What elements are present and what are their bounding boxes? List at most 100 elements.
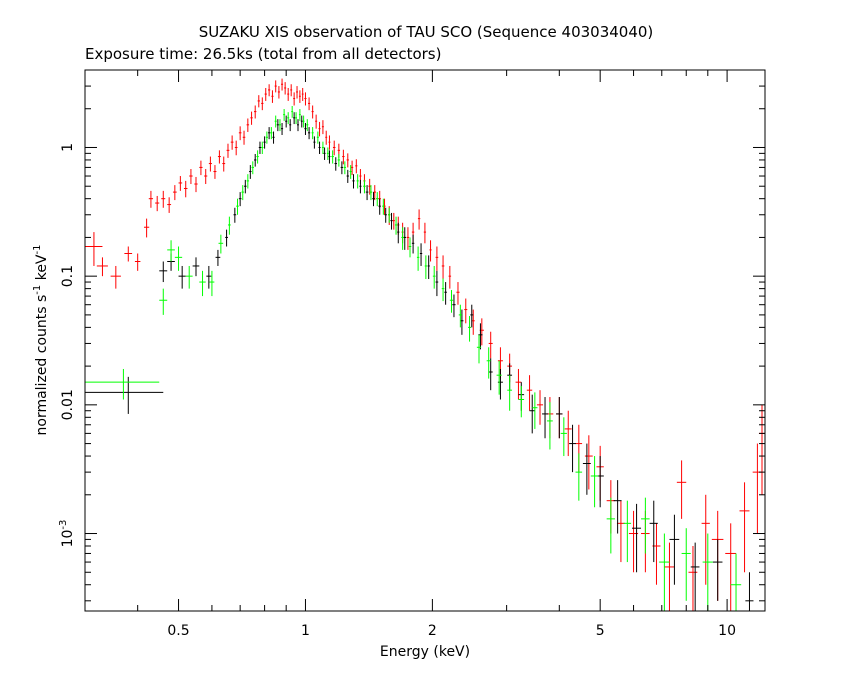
- data-point: [261, 97, 264, 111]
- data-point: [659, 533, 670, 611]
- data-point: [284, 82, 287, 95]
- plot-frame: [84, 69, 766, 612]
- data-point: [167, 197, 172, 213]
- data-point: [702, 533, 713, 611]
- data-point: [241, 185, 245, 201]
- data-point: [159, 288, 168, 315]
- x-tick-label: 10: [718, 623, 736, 639]
- data-point: [435, 246, 439, 271]
- data-point: [349, 165, 352, 179]
- data-point: [308, 97, 311, 111]
- data-point: [488, 358, 493, 391]
- data-point: [278, 119, 282, 132]
- data-point: [423, 222, 427, 244]
- data-point: [365, 185, 369, 201]
- data-point: [264, 87, 267, 101]
- data-point: [725, 523, 737, 611]
- data-point: [274, 115, 277, 128]
- data-point: [226, 143, 230, 158]
- data-point: [281, 122, 284, 136]
- data-point: [542, 397, 548, 439]
- data-point: [458, 304, 462, 328]
- data-point: [258, 141, 262, 154]
- data-point: [382, 198, 385, 215]
- data-point: [613, 480, 622, 534]
- data-point: [331, 150, 334, 164]
- data-point: [272, 131, 275, 144]
- x-tick-label: 5: [596, 623, 605, 639]
- data-point: [356, 174, 359, 189]
- data-point: [664, 542, 675, 611]
- data-point: [441, 255, 445, 280]
- data-point: [155, 195, 160, 212]
- data-point: [321, 120, 324, 135]
- data-point: [752, 443, 762, 534]
- data-point: [676, 460, 687, 519]
- data-point: [194, 176, 198, 193]
- data-point: [582, 443, 591, 495]
- data-series-layer: [85, 78, 765, 611]
- data-point: [616, 500, 625, 563]
- data-point: [526, 375, 533, 411]
- data-point: [254, 105, 257, 119]
- chart-subtitle: Exposure time: 26.5ks (total from all de…: [85, 45, 441, 63]
- data-point: [390, 212, 393, 230]
- data-point: [283, 109, 286, 121]
- y-axis-label-exp2: -1: [32, 245, 43, 255]
- data-point: [536, 390, 544, 425]
- data-point: [359, 179, 362, 194]
- y-tick-exponent: -3: [58, 520, 69, 530]
- data-point: [623, 500, 632, 563]
- data-point: [641, 497, 650, 554]
- data-point: [124, 246, 133, 262]
- data-point: [560, 417, 567, 457]
- data-point: [758, 404, 765, 495]
- data-point: [289, 119, 292, 132]
- data-point: [287, 87, 290, 101]
- chart-title: SUZAKU XIS observation of TAU SCO (Seque…: [199, 23, 654, 41]
- data-point: [298, 109, 301, 121]
- y-tick-label: 0.1: [60, 265, 76, 287]
- data-point: [215, 249, 221, 266]
- data-point: [217, 150, 221, 164]
- data-point: [564, 410, 572, 457]
- data-point: [277, 86, 280, 99]
- data-point: [110, 265, 121, 289]
- data-point: [222, 156, 226, 172]
- data-point: [669, 514, 680, 585]
- data-point: [313, 136, 316, 149]
- y-tick-value: 1: [60, 143, 76, 152]
- data-point: [334, 157, 338, 171]
- data-point: [321, 141, 324, 154]
- data-point: [343, 161, 347, 175]
- data-point: [429, 240, 432, 262]
- data-point: [712, 539, 723, 601]
- data-point: [417, 209, 421, 230]
- data-point: [337, 153, 341, 167]
- data-point: [295, 112, 298, 125]
- data-point: [189, 169, 193, 185]
- data-point: [529, 394, 535, 434]
- data-point: [342, 149, 345, 165]
- data-point: [416, 246, 420, 271]
- data-point: [206, 265, 212, 289]
- data-point: [265, 131, 269, 144]
- data-point: [444, 282, 447, 305]
- data-point: [85, 376, 164, 414]
- data-point: [739, 482, 750, 573]
- data-point: [730, 553, 742, 611]
- data-point: [547, 402, 553, 450]
- data-point: [281, 78, 284, 91]
- data-point: [606, 497, 615, 554]
- y-tick-value: 10: [60, 530, 76, 548]
- data-point: [302, 115, 305, 128]
- data-point: [596, 456, 604, 508]
- data-point: [464, 298, 468, 324]
- y-axis-label: normalized counts s-1 keV-1: [32, 245, 50, 436]
- data-point: [745, 572, 754, 611]
- data-point: [268, 84, 271, 97]
- data-point: [376, 192, 379, 207]
- y-axis-label-main: normalized counts s: [34, 295, 50, 436]
- data-point: [355, 159, 358, 174]
- data-point: [285, 115, 288, 128]
